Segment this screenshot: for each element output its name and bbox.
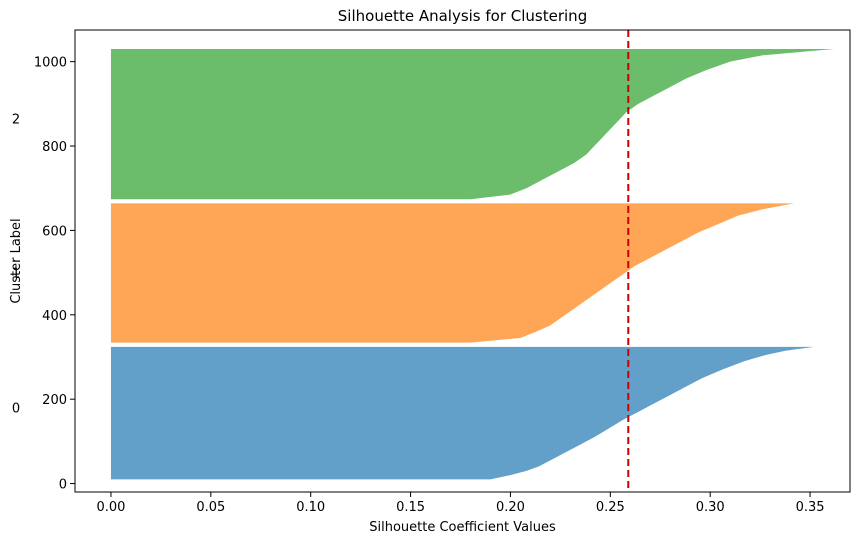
y-tick-label: 1000 xyxy=(34,56,67,71)
x-ticks: 0.00 0.05 0.10 0.15 0.20 0.25 0.30 0.35 xyxy=(96,492,825,515)
x-tick-label: 0.05 xyxy=(196,500,225,515)
x-tick-label: 0.15 xyxy=(396,500,425,515)
x-tick-label: 0.35 xyxy=(796,500,825,515)
x-axis-title: Silhouette Coefficient Values xyxy=(369,520,556,535)
cluster-labels: 0 1 2 xyxy=(12,113,20,417)
y-tick-label: 200 xyxy=(42,393,67,408)
x-tick-label: 0.30 xyxy=(696,500,725,515)
x-tick-label: 0.20 xyxy=(496,500,525,515)
y-tick-label: 800 xyxy=(42,140,67,155)
x-tick-label: 0.00 xyxy=(96,500,125,515)
cluster-label-2: 2 xyxy=(12,113,20,128)
silhouette-area-cluster-2 xyxy=(110,48,835,200)
y-tick-label: 600 xyxy=(42,224,67,239)
cluster-label-1: 1 xyxy=(12,267,20,282)
y-tick-label: 400 xyxy=(42,309,67,324)
x-tick-label: 0.10 xyxy=(296,500,325,515)
silhouette-area-cluster-0 xyxy=(110,346,815,480)
x-tick-label: 0.25 xyxy=(596,500,625,515)
y-axis-title: Cluster Label xyxy=(9,218,24,303)
y-ticks: 0 200 400 600 800 1000 xyxy=(34,56,75,493)
cluster-label-0: 0 xyxy=(12,402,20,417)
y-tick-label: 0 xyxy=(59,478,67,493)
plot-layer xyxy=(110,30,835,492)
silhouette-area-cluster-1 xyxy=(110,203,795,343)
chart-title: Silhouette Analysis for Clustering xyxy=(338,7,587,25)
plot-frame xyxy=(74,29,851,493)
